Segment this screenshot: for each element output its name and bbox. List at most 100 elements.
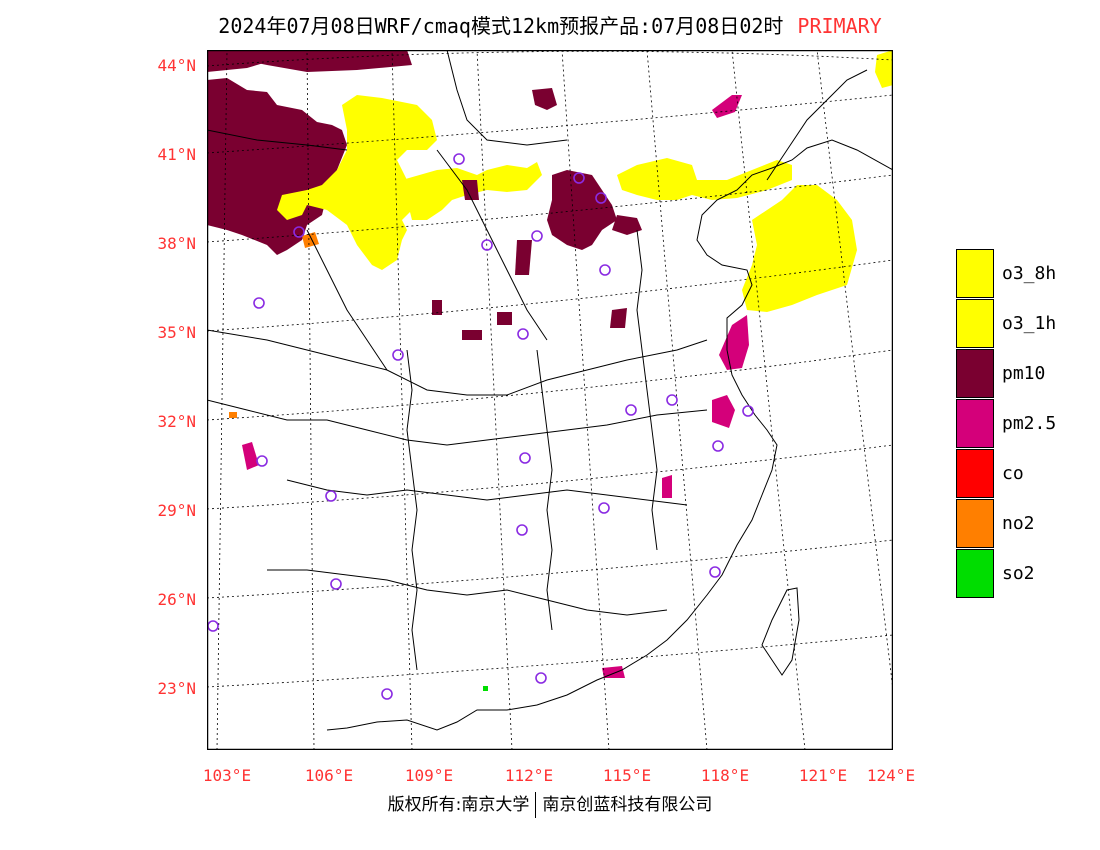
legend-item-pm10: pm10 (956, 349, 1086, 399)
legend-label: no2 (1002, 513, 1035, 534)
parallel-29n (207, 444, 893, 510)
graticule-layer (207, 50, 893, 750)
pm10-area-small-2 (515, 240, 532, 275)
boundary-layer (207, 50, 893, 731)
meridian-106e (306, 50, 315, 750)
legend-swatch (956, 449, 994, 498)
pm10-area-small-3 (462, 330, 482, 340)
pm10-area-small-1 (462, 180, 479, 200)
parallel-32n (207, 349, 893, 421)
taiwan-outline (761, 587, 800, 676)
legend-label: o3_1h (1002, 313, 1057, 334)
station-marker (535, 672, 547, 684)
boundary-line-1 (207, 329, 708, 396)
legend-label: pm2.5 (1002, 413, 1057, 434)
title-primary-tag: PRIMARY (797, 14, 882, 38)
legend-swatch (956, 299, 994, 348)
parallel-35n (207, 259, 893, 332)
station-marker (573, 172, 585, 184)
meridian-112e (476, 50, 513, 750)
station-marker (709, 566, 721, 578)
pm10-area-small-5 (497, 312, 512, 325)
lat-label: 23°N (157, 679, 196, 698)
so2-area-guangzhou (483, 686, 488, 691)
meridian-103e (216, 50, 228, 750)
map-title: 2024年07月08日WRF/cmaq模式12km预报产品:07月08日02时 P… (0, 10, 1100, 39)
pm10-area-mongolia (532, 88, 557, 110)
boundary-line-12 (446, 50, 568, 146)
pm10-area-top (237, 50, 412, 72)
o3-area-northeast-corner (875, 50, 893, 88)
boundary-line-6 (536, 349, 553, 631)
pm25-area-guangdong (602, 666, 625, 678)
lon-label: 115°E (602, 766, 652, 785)
legend-item-o3-1h: o3_1h (956, 299, 1086, 349)
pm25-area-sichuan (242, 442, 259, 470)
station-marker (516, 524, 528, 536)
forecast-map (207, 50, 893, 750)
station-marker (595, 192, 607, 204)
station-marker (599, 264, 611, 276)
boundary-line-4 (267, 569, 668, 616)
boundary-line-11 (207, 129, 348, 151)
station-marker (481, 239, 493, 251)
copyright-right: 南京创蓝科技有限公司 (542, 795, 713, 815)
legend-item-o3-8h: o3_8h (956, 249, 1086, 299)
o3-area-west (277, 95, 437, 270)
station-marker (453, 153, 465, 165)
boundary-line-7 (636, 229, 658, 551)
parallel-26n (207, 539, 893, 599)
legend-swatch (956, 499, 994, 548)
station-marker (325, 490, 337, 502)
boundary-line-5 (406, 349, 418, 671)
meridian-121e (731, 50, 806, 750)
map-frame (207, 50, 893, 750)
station-marker (742, 405, 754, 417)
lat-label: 44°N (157, 56, 196, 75)
legend-label: o3_8h (1002, 263, 1057, 284)
lat-label: 26°N (157, 590, 196, 609)
copyright-footer: 版权所有:南京大学 南京创蓝科技有限公司 (0, 790, 1100, 818)
pm10-area-hebei (612, 215, 642, 235)
pollution-layer (207, 50, 893, 691)
legend-item-co: co (956, 449, 1086, 499)
legend-swatch (956, 249, 994, 298)
pm25-area-shandong (719, 315, 749, 370)
legend-item-pm25: pm2.5 (956, 399, 1086, 449)
station-marker (598, 502, 610, 514)
station-marker (625, 404, 637, 416)
legend-label: pm10 (1002, 363, 1046, 384)
coastline (326, 139, 893, 731)
station-marker (253, 297, 265, 309)
legend-swatch (956, 349, 994, 398)
station-marker (666, 394, 678, 406)
parallel-41n (207, 94, 893, 154)
lon-label: 112°E (504, 766, 554, 785)
station-marker (519, 452, 531, 464)
station-marker (293, 226, 305, 238)
lon-label: 106°E (304, 766, 354, 785)
station-marker (712, 440, 724, 452)
legend-label: so2 (1002, 563, 1035, 584)
lat-label: 32°N (157, 412, 196, 431)
lat-label: 41°N (157, 145, 196, 164)
copyright-left: 版权所有:南京大学 (387, 795, 530, 815)
parallel-23n (207, 634, 893, 688)
boundary-line-9 (436, 149, 548, 341)
lat-label: 35°N (157, 323, 196, 342)
station-marker (381, 688, 393, 700)
pm10-area-small-4 (610, 308, 627, 328)
station-marker (330, 578, 342, 590)
legend-item-so2: so2 (956, 549, 1086, 599)
meridian-124e (816, 50, 893, 691)
station-marker (256, 455, 268, 467)
meridian-115e (561, 50, 610, 750)
parallel-38n (207, 174, 893, 243)
station-marker (392, 349, 404, 361)
legend-item-no2: no2 (956, 499, 1086, 549)
legend-swatch (956, 549, 994, 598)
legend-label: co (1002, 463, 1024, 484)
lon-label: 124°E (866, 766, 916, 785)
station-marker (531, 230, 543, 242)
o3-area-east (742, 185, 857, 312)
